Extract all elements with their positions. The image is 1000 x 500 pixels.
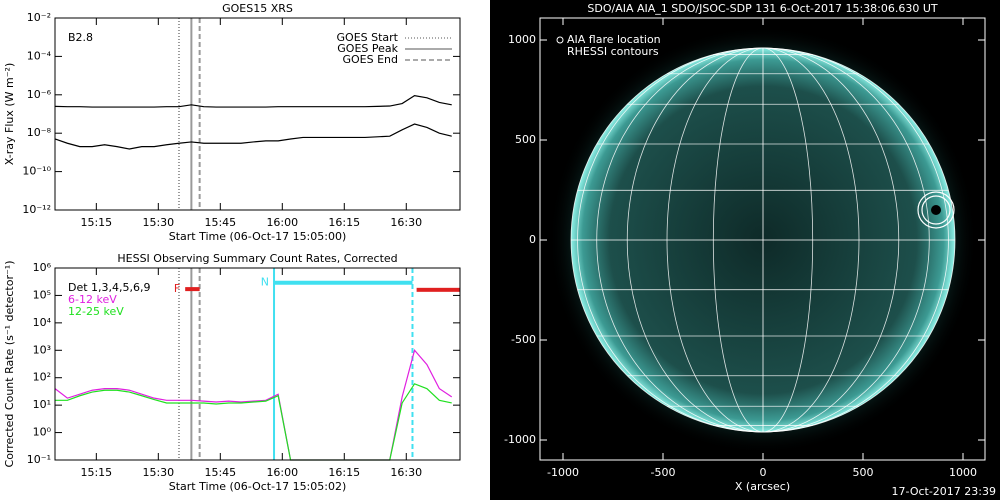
annotation: Det 1,3,4,5,6,9 — [68, 281, 151, 294]
legend-label: 6-12 keV — [68, 293, 117, 306]
interval-bar — [274, 280, 413, 285]
x-tick-label: 16:30 — [390, 466, 422, 479]
series-line — [54, 123, 452, 150]
interval-bar — [185, 287, 200, 292]
y-tick-label: -1000 — [504, 433, 536, 446]
y-tick-label: 10⁴ — [33, 316, 52, 329]
y-axis-label: Corrected Count Rate (s⁻¹ detector⁻¹) — [3, 261, 16, 468]
y-tick-label: 10¹ — [33, 398, 51, 411]
x-tick-label: 0 — [760, 466, 767, 479]
x-tick-label: 16:00 — [266, 466, 298, 479]
series-line — [54, 95, 452, 108]
interval-bar — [416, 287, 460, 292]
interval-label: F — [174, 282, 180, 295]
legend-label: AIA flare location — [567, 33, 661, 46]
plot-frame — [539, 17, 986, 461]
legend-symbol — [556, 36, 564, 44]
y-tick-label: 10⁻⁶ — [27, 88, 52, 101]
plot-frame — [54, 267, 461, 461]
x-tick-label: 16:00 — [266, 216, 298, 229]
chart-title: SDO/AIA AIA_1 SDO/JSOC-SDP 131 6-Oct-201… — [587, 2, 938, 15]
y-tick-label: 10⁵ — [33, 288, 51, 301]
chart-title: GOES15 XRS — [222, 2, 293, 15]
x-tick-label: -500 — [651, 466, 676, 479]
y-tick-label: 10⁻² — [27, 11, 51, 24]
x-tick-label: 500 — [853, 466, 874, 479]
chart-title: HESSI Observing Summary Count Rates, Cor… — [117, 252, 397, 265]
x-tick-label: 16:30 — [390, 216, 422, 229]
plot-frame — [54, 17, 461, 211]
y-tick-label: 10² — [33, 371, 51, 384]
y-tick-label: 10⁻⁴ — [27, 49, 52, 62]
x-tick-label: -1000 — [547, 466, 579, 479]
rhessi-contour — [921, 195, 951, 225]
y-tick-label: 10⁻¹² — [22, 203, 51, 216]
x-axis-label: Start Time (06-Oct-17 15:05:00) — [169, 230, 347, 243]
flare-core — [931, 205, 941, 215]
x-tick-label: 16:15 — [328, 216, 360, 229]
y-axis-label: X-ray Flux (W m⁻²) — [3, 63, 16, 165]
x-tick-label: 15:15 — [80, 216, 112, 229]
legend-label: RHESSI contours — [567, 45, 659, 58]
x-axis-label: Start Time (06-Oct-17 15:05:02) — [169, 480, 347, 493]
x-axis-label: X (arcsec) — [735, 480, 790, 493]
x-tick-label: 15:45 — [204, 216, 236, 229]
series-line — [54, 349, 453, 461]
y-tick-label: 10⁻⁸ — [27, 126, 52, 139]
legend-label: GOES Peak — [337, 42, 398, 55]
y-tick-label: 10⁶ — [33, 261, 52, 274]
y-tick-label: 10⁻¹ — [27, 453, 51, 466]
x-tick-label: 15:30 — [142, 216, 174, 229]
annotation: B2.8 — [68, 31, 93, 44]
x-tick-label: 15:15 — [80, 466, 112, 479]
y-tick-label: 500 — [515, 133, 536, 146]
flare-location — [917, 191, 955, 229]
y-tick-label: 1000 — [508, 33, 536, 46]
legend-label: GOES End — [342, 53, 398, 66]
y-tick-label: 0 — [529, 233, 536, 246]
y-tick-label: 10⁰ — [33, 426, 52, 439]
x-tick-label: 15:45 — [204, 466, 236, 479]
interval-label: N — [261, 276, 269, 289]
y-tick-label: 10³ — [33, 343, 51, 356]
legend-label: GOES Start — [337, 31, 399, 44]
footer: 17-Oct-2017 23:39 — [892, 485, 996, 498]
x-tick-label: 16:15 — [328, 466, 360, 479]
x-tick-label: 15:30 — [142, 466, 174, 479]
y-tick-label: -500 — [511, 333, 536, 346]
series-line — [55, 383, 452, 461]
y-tick-label: 10⁻¹⁰ — [22, 165, 51, 178]
legend-label: 12-25 keV — [68, 305, 124, 318]
x-tick-label: 1000 — [949, 466, 977, 479]
